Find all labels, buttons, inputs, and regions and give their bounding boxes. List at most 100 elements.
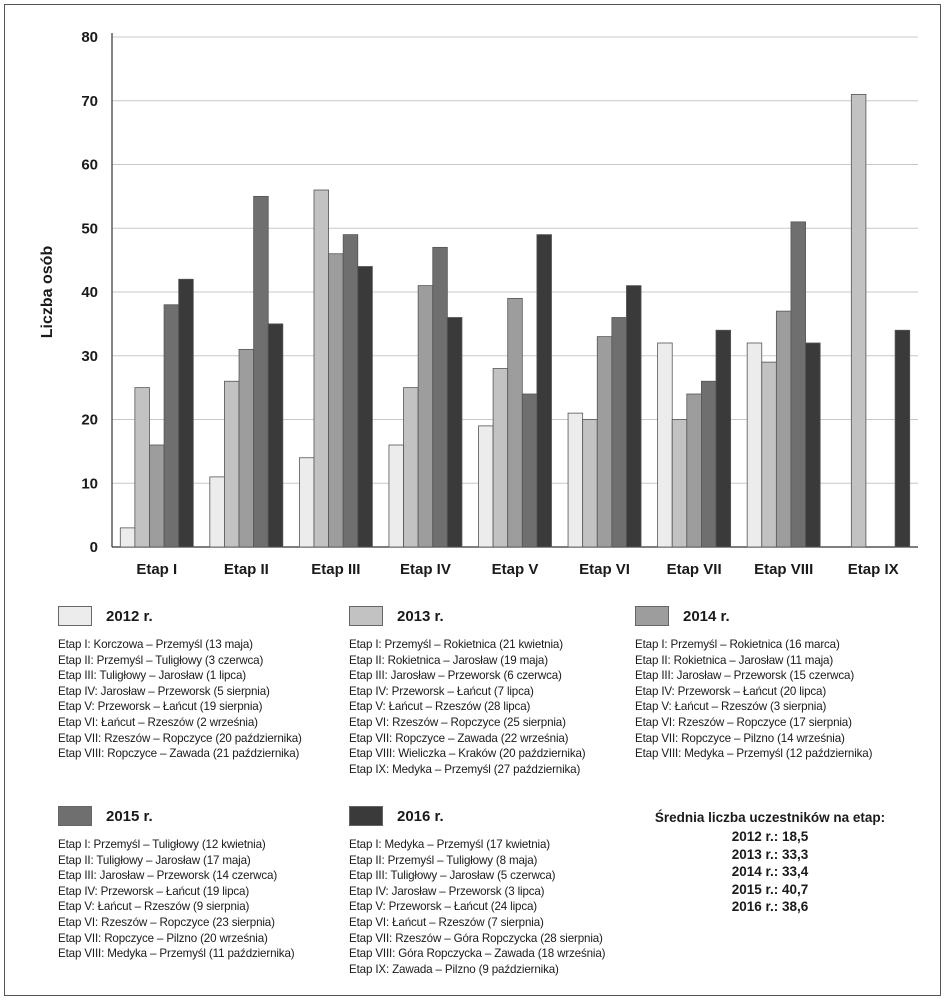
bar-2015-3 — [342, 234, 359, 548]
bar-2015-5 — [521, 393, 538, 548]
x-tick-label: Etap IV — [400, 561, 451, 578]
legend-item: Etap VI: Rzeszów – Ropczyce (23 sierpnia… — [58, 915, 275, 929]
bar-2014-4 — [417, 285, 434, 548]
legend-year-2016: 2016 r. — [397, 807, 444, 825]
bar-2014-3 — [328, 253, 344, 548]
legend-2016: 2016 r. Etap I: Medyka – Przemyśl (17 kw… — [349, 803, 606, 977]
bar-2013-8 — [761, 361, 777, 548]
legend-item: Etap VII: Ropczyce – Pilzno (14 września… — [635, 731, 845, 745]
bar-2015-4 — [432, 246, 448, 548]
legend-list-2012: Etap I: Korczowa – Przemyśl (13 maja) Et… — [58, 637, 302, 762]
bar-2012-1 — [119, 527, 136, 548]
x-tick-label: Etap VI — [579, 561, 630, 578]
y-tick-label: 0 — [90, 539, 98, 556]
y-tick-label: 80 — [81, 29, 98, 46]
bar-2015-2 — [253, 195, 269, 548]
legend-2015: 2015 r. Etap I: Przemyśl – Tuligłowy (12… — [58, 803, 295, 962]
bar-2016-4 — [446, 317, 463, 548]
x-tick-label: Etap III — [311, 561, 360, 578]
legend-item: Etap VIII: Góra Ropczycka – Zawada (18 w… — [349, 947, 606, 961]
legend-item: Etap V: Łańcut – Rzeszów (3 sierpnia) — [635, 700, 827, 714]
bar-2013-9 — [850, 93, 867, 548]
legend-item: Etap VI: Łańcut – Rzeszów (7 sierpnia) — [349, 915, 544, 929]
average-row: 2012 r.: 18,5 — [731, 829, 809, 844]
y-tick-label: 10 — [81, 475, 98, 492]
legend-swatch-2012 — [58, 606, 92, 626]
bar-2016-2 — [267, 323, 284, 548]
bar-2015-1 — [163, 304, 180, 548]
bar-2013-4 — [403, 387, 419, 548]
bar-2016-8 — [805, 342, 821, 548]
legend-2013: 2013 r. Etap I: Przemyśl – Rokietnica (2… — [349, 603, 586, 777]
bar-2013-3 — [313, 189, 329, 548]
legend-list-2014: Etap I: Przemyśl – Rokietnica (16 marca)… — [635, 637, 872, 762]
legend-item: Etap IX: Zawada – Pilzno (9 października… — [349, 962, 559, 976]
legend-item: Etap VII: Rzeszów – Góra Ropczycka (28 s… — [349, 931, 603, 945]
x-tick-label: Etap VII — [667, 561, 722, 578]
legend-2014: 2014 r. Etap I: Przemyśl – Rokietnica (1… — [635, 603, 872, 762]
legend-item: Etap I: Medyka – Przemyśl (17 kwietnia) — [349, 838, 550, 851]
legend-item: Etap IV: Jarosław – Przeworsk (3 lipca) — [349, 884, 545, 898]
y-tick-label: 60 — [81, 157, 98, 174]
legend-item: Etap III: Tuligłowy – Jarosław (5 czerwc… — [349, 869, 556, 883]
legend-list-2015: Etap I: Przemyśl – Tuligłowy (12 kwietni… — [58, 837, 295, 962]
legend-swatch-2015 — [58, 806, 92, 826]
bar-2013-6 — [582, 419, 598, 548]
legend-swatch-2013 — [349, 606, 383, 626]
bar-2012-5 — [478, 425, 494, 548]
legend-item: Etap I: Przemyśl – Rokietnica (16 marca) — [635, 638, 840, 651]
bar-2013-5 — [492, 368, 509, 548]
legend-year-2012: 2012 r. — [106, 607, 153, 625]
legend-item: Etap III: Jarosław – Przeworsk (14 czerw… — [58, 869, 278, 883]
bar-2016-5 — [536, 234, 552, 548]
bar-2012-4 — [388, 444, 404, 548]
legend-item: Etap VII: Ropczyce – Pilzno (20 września… — [58, 931, 268, 945]
chart-frame — [4, 4, 941, 996]
legend-item: Etap IV: Jarosław – Przeworsk (5 sierpni… — [58, 684, 270, 698]
legend-item: Etap VI: Rzeszów – Ropczyce (25 sierpnia… — [349, 715, 566, 729]
average-row: 2016 r.: 38,6 — [731, 899, 809, 915]
legend-swatch-2016 — [349, 806, 383, 826]
bar-2014-7 — [686, 393, 702, 548]
legend-item: Etap II: Rokietnica – Jarosław (19 maja) — [349, 653, 548, 667]
legend-item: Etap III: Tuligłowy – Jarosław (1 lipca) — [58, 669, 246, 683]
legend-item: Etap III: Jarosław – Przeworsk (15 czerw… — [635, 669, 855, 683]
bar-2016-7 — [715, 329, 732, 548]
y-tick-label: 30 — [81, 348, 98, 365]
y-tick-label: 50 — [81, 220, 98, 237]
legend-item: Etap VI: Łańcut – Rzeszów (2 września) — [58, 715, 258, 729]
x-tick-label: Etap IX — [848, 561, 899, 578]
legend-item: Etap VIII: Medyka – Przemyśl (12 paździe… — [635, 747, 873, 761]
legend-item: Etap I: Przemyśl – Rokietnica (21 kwietn… — [349, 638, 563, 651]
legend-item: Etap VIII: Wieliczka – Kraków (20 paździ… — [349, 747, 586, 761]
bar-chart: 0 10 20 30 40 50 60 70 80 Liczba osób Etap I Etap I… — [39, 29, 918, 578]
bar-2015-6 — [611, 317, 627, 548]
legend-year-2013: 2013 r. — [397, 607, 444, 625]
legend-item: Etap IV: Przeworsk – Łańcut (19 lipca) — [58, 884, 250, 898]
legend-item: Etap VIII: Medyka – Przemyśl (11 paździe… — [58, 947, 295, 961]
y-axis-label: Liczba osób — [39, 246, 56, 339]
bar-2014-8 — [775, 310, 792, 548]
bar-2012-2 — [209, 476, 225, 548]
legend-list-2013: Etap I: Przemyśl – Rokietnica (21 kwietn… — [349, 637, 586, 777]
legend-year-2015: 2015 r. — [106, 807, 153, 825]
bar-2013-1 — [134, 387, 150, 548]
legend-swatch-2014 — [635, 606, 669, 626]
legend-item: Etap II: Tuligłowy – Jarosław (17 maja) — [58, 853, 251, 867]
bar-2015-7 — [701, 380, 717, 548]
legend-item: Etap V: Łańcut – Rzeszów (28 lipca) — [349, 700, 531, 714]
bar-2014-5 — [507, 297, 523, 548]
bar-2014-2 — [238, 348, 255, 548]
bar-2016-9 — [894, 329, 911, 548]
bar-2013-2 — [224, 380, 240, 548]
average-row: 2015 r.: 40,7 — [731, 881, 809, 897]
y-tick-label: 20 — [81, 412, 98, 429]
legend-item: Etap III: Jarosław – Przeworsk (6 czerwc… — [349, 669, 562, 683]
legend-item: Etap V: Przeworsk – Łańcut (19 sierpnia) — [58, 700, 263, 714]
y-tick-label: 70 — [81, 93, 98, 110]
bar-2012-7 — [657, 342, 673, 548]
average-row: 2013 r.: 33,3 — [731, 846, 809, 862]
bar-2014-1 — [149, 444, 165, 548]
legend-item: Etap IV: Przeworsk – Łańcut (7 lipca) — [349, 684, 534, 698]
bar-2015-8 — [790, 221, 806, 548]
